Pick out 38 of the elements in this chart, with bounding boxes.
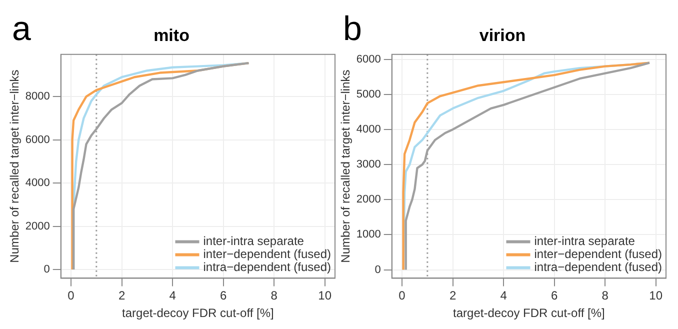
x-axis-title: target-decoy FDR cut-off [%] xyxy=(453,306,605,320)
x-tick-label: 2 xyxy=(449,288,456,303)
y-tick-label: 2000 xyxy=(25,220,50,232)
x-tick-label: 10 xyxy=(649,288,663,303)
x-tick-label: 4 xyxy=(169,288,176,303)
text: a xyxy=(12,10,31,48)
y-tick-label: 6000 xyxy=(25,134,50,146)
legend-label: inter-intra separate xyxy=(203,234,304,248)
x-axis-title: target-decoy FDR cut-off [%] xyxy=(122,306,274,320)
legend-label: inter-intra separate xyxy=(534,234,636,248)
legend-label: inter−dependent (fused) xyxy=(203,247,332,262)
text: b xyxy=(343,10,362,48)
x-tick-label: 8 xyxy=(602,288,609,303)
x-tick-label: 0 xyxy=(68,288,75,303)
y-tick-label: 4000 xyxy=(356,124,381,136)
chart-title: virion xyxy=(479,26,526,45)
y-axis-title: Number of recalled target inter−links xyxy=(338,70,353,263)
y-tick-label: 1000 xyxy=(356,228,381,241)
y-tick-label: 6000 xyxy=(356,53,381,66)
y-tick-label: 4000 xyxy=(25,177,50,190)
y-tick-label: 5000 xyxy=(356,88,381,100)
x-tick-label: 4 xyxy=(500,288,508,303)
y-tick-label: 0 xyxy=(374,264,381,276)
x-tick-label: 8 xyxy=(270,288,278,303)
legend-label: intra−dependent (fused) xyxy=(534,260,662,274)
y-tick-label: 8000 xyxy=(25,90,50,103)
y-axis-title: Number of recalled target inter−links xyxy=(8,70,22,263)
x-tick-label: 10 xyxy=(318,288,332,303)
y-tick-label: 0 xyxy=(44,264,50,276)
y-tick-label: 2000 xyxy=(356,194,381,206)
legend-label: inter−dependent (fused) xyxy=(534,247,662,262)
x-tick-label: 2 xyxy=(118,288,126,303)
x-tick-label: 6 xyxy=(550,288,558,303)
x-tick-label: 0 xyxy=(398,288,406,303)
y-tick-label: 3000 xyxy=(356,158,381,171)
chart-title: mito xyxy=(154,26,190,45)
legend-label: intra−dependent (fused) xyxy=(203,260,332,274)
x-tick-label: 6 xyxy=(220,288,227,303)
